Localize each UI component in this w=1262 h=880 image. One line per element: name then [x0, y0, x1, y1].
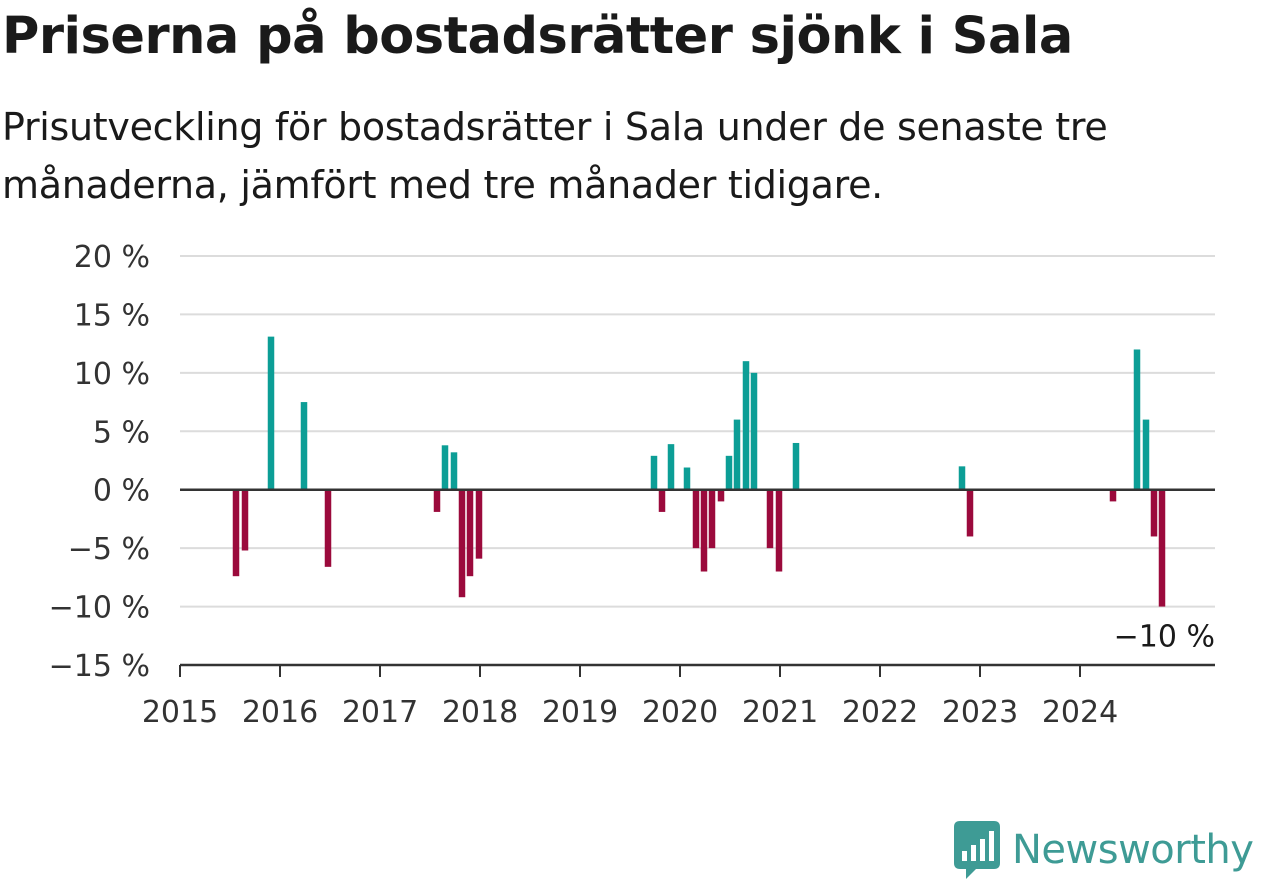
bar-negative	[475, 489, 483, 559]
logo-icon	[954, 821, 1000, 879]
bar-negative	[775, 489, 783, 572]
bar-positive	[667, 444, 675, 490]
y-tick-label: 5 %	[93, 415, 150, 450]
bar-negative	[1109, 489, 1117, 502]
bar-negative	[966, 489, 974, 537]
x-tick-label: 2022	[842, 695, 918, 730]
bar-negative	[658, 489, 666, 512]
logo-text: Newsworthy	[1012, 827, 1254, 873]
bar-negative	[766, 489, 774, 549]
bar-negative	[241, 489, 249, 551]
value-callout: −10 %	[1114, 620, 1215, 655]
x-tick-label: 2023	[942, 695, 1018, 730]
bar-positive	[683, 467, 691, 490]
bar-positive	[1142, 419, 1150, 490]
y-tick-label: −5 %	[68, 532, 150, 567]
bar-positive	[958, 466, 966, 490]
bar-negative	[433, 489, 441, 512]
bar-positive	[750, 372, 758, 490]
bar-positive	[267, 336, 275, 490]
bar-positive	[792, 442, 800, 490]
bar-negative	[717, 489, 725, 502]
x-tick-label: 2019	[542, 695, 618, 730]
x-tick-label: 2021	[742, 695, 818, 730]
x-tick-label: 2016	[242, 695, 318, 730]
y-tick-label: −10 %	[49, 591, 150, 626]
bar-positive	[650, 455, 658, 490]
bar-negative	[708, 489, 716, 549]
y-tick-label: 10 %	[74, 357, 150, 392]
bar-positive	[300, 402, 308, 490]
bar-negative	[700, 489, 708, 572]
bar-negative	[458, 489, 466, 598]
bar-positive	[441, 445, 449, 490]
newsworthy-logo: Newsworthy	[952, 820, 1254, 880]
bar-negative	[692, 489, 700, 549]
y-tick-label: −15 %	[49, 649, 150, 684]
bar-negative	[324, 489, 332, 567]
y-tick-label: 15 %	[74, 298, 150, 333]
bar-positive	[450, 452, 458, 490]
bar-negative	[466, 489, 474, 577]
x-tick-label: 2024	[1042, 695, 1118, 730]
bar-positive	[742, 361, 750, 490]
chart-title: Priserna på bostadsrätter sjönk i Sala	[2, 7, 1073, 66]
bar-positive	[1133, 349, 1141, 490]
x-tick-label: 2017	[342, 695, 418, 730]
bar-negative	[232, 489, 240, 577]
y-tick-label: 0 %	[93, 474, 150, 509]
bar-negative	[1150, 489, 1158, 537]
bar-negative	[1158, 489, 1166, 607]
bar-positive	[733, 419, 741, 490]
y-tick-label: 20 %	[74, 240, 150, 275]
x-tick-label: 2020	[642, 695, 718, 730]
bar-positive	[725, 455, 733, 490]
x-tick-label: 2018	[442, 695, 518, 730]
x-tick-label: 2015	[142, 695, 218, 730]
chart-subtitle: Prisutveckling för bostadsrätter i Sala …	[2, 105, 1108, 207]
